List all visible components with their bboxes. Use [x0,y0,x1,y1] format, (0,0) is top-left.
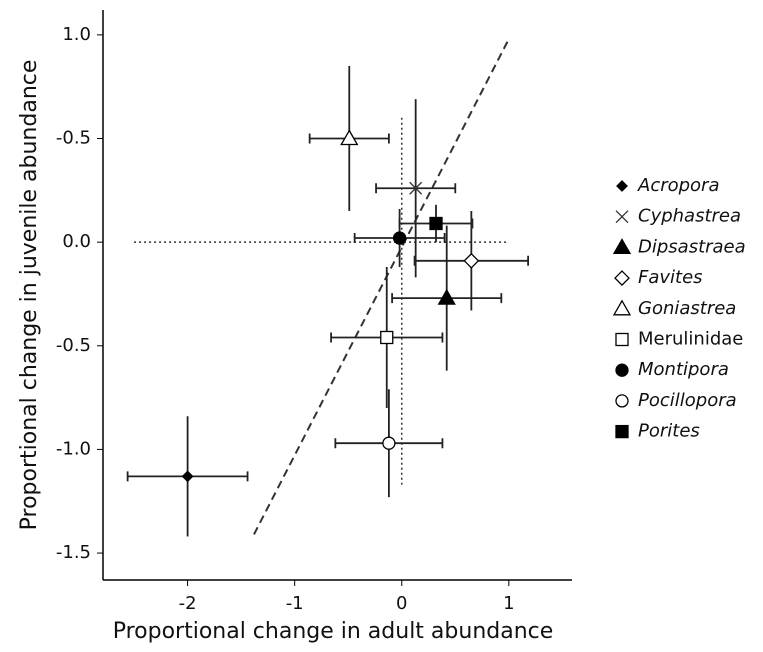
reference-line [253,38,510,535]
point [463,252,480,269]
y-tick-label: -1.5 [56,542,91,563]
point [382,436,396,450]
y-tick-label: -0.5 [56,128,91,149]
point [181,470,194,483]
x-tick-label: 1 [503,593,514,614]
legend-marker [615,332,629,347]
point [340,129,359,146]
legend-label: Merulinidae [638,329,743,350]
legend-label: Dipsastraea [638,236,746,257]
y-tick-label: -0.5 [56,335,91,356]
x-tick-label: -1 [286,593,304,614]
point [392,231,407,245]
point [437,288,456,305]
point [429,216,443,231]
legend-label: Porites [638,421,700,442]
legend-label: Acropora [637,175,720,196]
point [409,181,423,195]
legend-marker [616,180,628,192]
legend-marker [615,394,629,408]
legend-marker [615,363,629,377]
x-tick-label: 0 [396,593,407,614]
legend-label: Montipora [638,359,729,380]
y-tick-label: -1.0 [56,438,91,459]
x-tick-label: -2 [179,593,197,614]
x-axis-label: Proportional change in adult abundance [113,619,554,644]
legend-marker [615,424,629,439]
y-tick-label: 1.0 [62,24,91,45]
legend-label: Cyphastrea [638,206,741,227]
legend-marker [614,270,630,287]
legend-label: Goniastrea [638,298,736,319]
legend-marker [612,299,632,316]
legend-marker [615,210,629,224]
legend-marker [612,238,632,255]
legend-label: Favites [638,267,703,288]
point [380,330,394,345]
y-tick-label: 0.0 [62,231,91,252]
y-axis-label: Proportional change in juvenile abundanc… [17,60,42,531]
legend-label: Pocillopora [638,390,737,411]
